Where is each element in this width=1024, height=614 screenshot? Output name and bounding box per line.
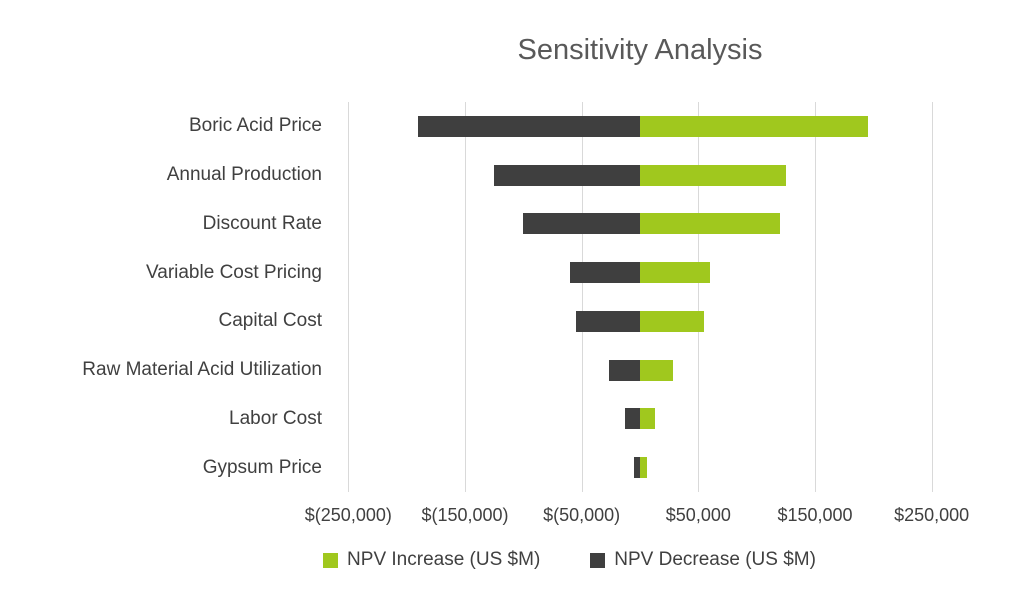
bar-npv-decrease [575, 310, 640, 332]
bar-npv-decrease [634, 457, 640, 479]
bar-npv-increase [640, 213, 780, 235]
npv-increase-swatch-icon [323, 552, 339, 568]
category-label: Raw Material Acid Utilization [82, 359, 322, 381]
bar-npv-decrease [608, 359, 640, 381]
category-label: Discount Rate [202, 212, 322, 234]
npv-decrease-swatch-icon [590, 552, 606, 568]
gridline [815, 102, 816, 492]
x-axis-tick-label: $150,000 [777, 505, 853, 525]
bar-npv-increase [640, 457, 647, 479]
legend-item-npv-decrease: NPV Decrease (US $M) [590, 549, 816, 571]
x-axis-tick-label: $(150,000) [421, 505, 509, 525]
bar-npv-increase [640, 115, 868, 137]
x-axis-tick-label: $(250,000) [304, 505, 392, 525]
bar-npv-decrease [570, 262, 640, 284]
x-axis-tick-label: $250,000 [894, 505, 970, 525]
category-label: Annual Production [166, 164, 322, 186]
gridline [465, 102, 466, 492]
bar-npv-increase [640, 310, 705, 332]
x-axis-tick-label: $(50,000) [543, 505, 621, 525]
bar-npv-decrease [523, 213, 640, 235]
x-axis-tick-label: $50,000 [665, 505, 731, 525]
bar-npv-increase [640, 262, 710, 284]
bar-npv-decrease [494, 164, 640, 186]
bar-npv-increase [640, 408, 656, 430]
gridline [931, 102, 933, 492]
category-label: Capital Cost [218, 310, 323, 332]
bar-npv-decrease [418, 115, 640, 137]
legend-label-npv-decrease: NPV Decrease (US $M) [614, 549, 816, 570]
bar-npv-decrease [624, 408, 640, 430]
category-label: Gypsum Price [202, 456, 322, 478]
chart-title: Sensitivity Analysis [517, 34, 763, 66]
category-label: Boric Acid Price [188, 115, 322, 137]
category-label: Labor Cost [229, 407, 322, 429]
legend-item-npv-increase: NPV Increase (US $M) [323, 549, 540, 571]
gridline [581, 102, 583, 492]
gridline [348, 102, 350, 492]
gridline [698, 102, 700, 492]
bar-npv-increase [640, 164, 786, 186]
legend-label-npv-increase: NPV Increase (US $M) [347, 549, 541, 570]
legend: NPV Increase (US $M) NPV Decrease (US $M… [115, 549, 1024, 571]
bar-npv-increase [640, 359, 673, 381]
category-label: Variable Cost Pricing [145, 261, 322, 283]
